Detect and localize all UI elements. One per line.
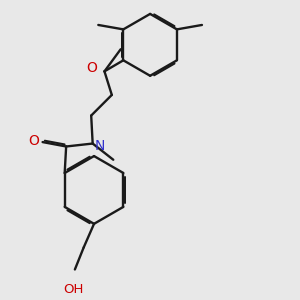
Text: O: O (28, 134, 39, 148)
Text: OH: OH (63, 283, 84, 296)
Text: N: N (95, 139, 105, 153)
Text: O: O (87, 61, 98, 75)
